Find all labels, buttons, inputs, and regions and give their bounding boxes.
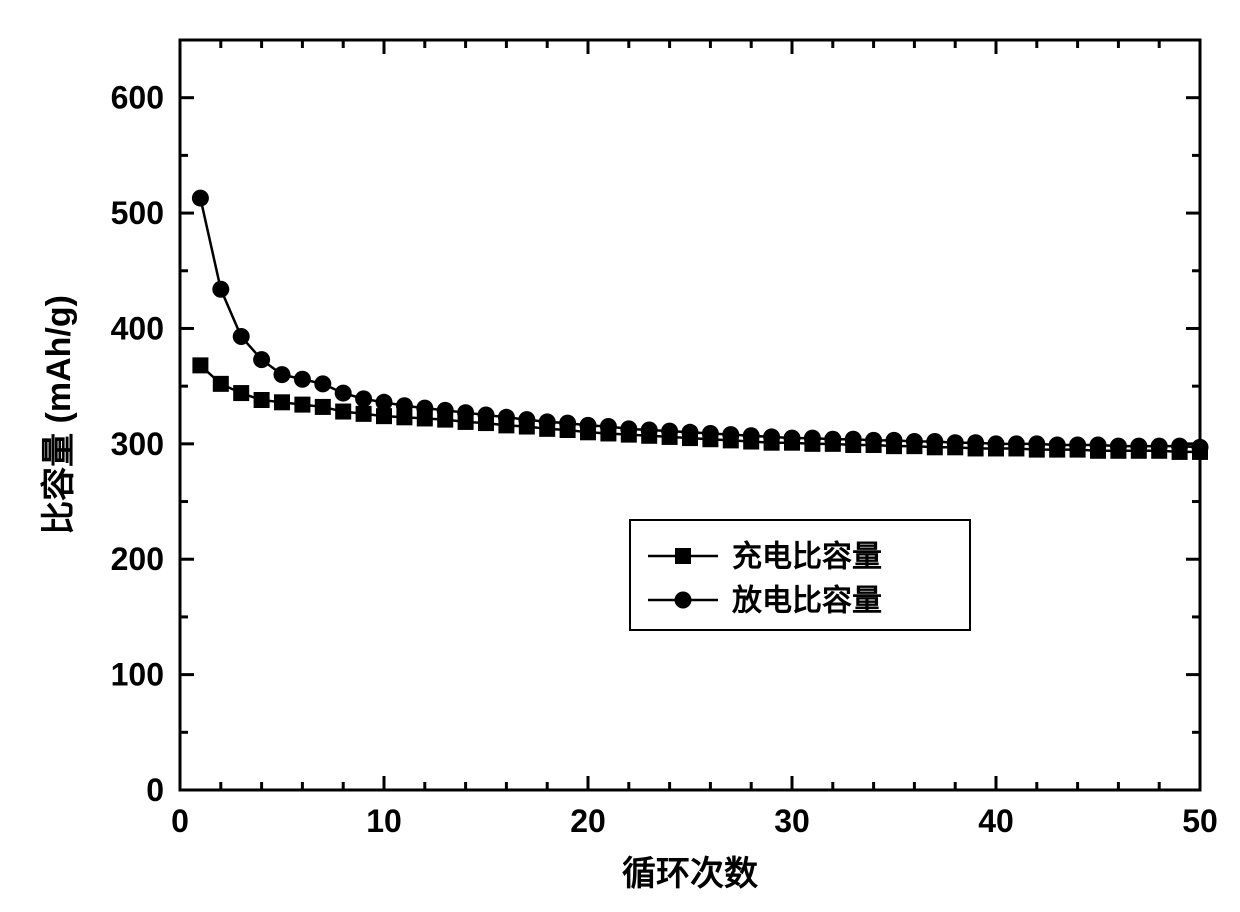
chart-svg: 0 10 20 30 40 50 循环次数 0 100 200 300 400 500 600 比容量 (m… [0,0,1240,912]
x-tick-label: 30 [774,803,810,839]
y-tick-label: 0 [146,772,164,808]
y-tick-label: 400 [111,310,164,346]
x-axis-label: 循环次数 [622,855,758,893]
y-tick-label: 200 [111,541,164,577]
x-tick-label: 0 [171,803,189,839]
x-tick-label: 40 [978,803,1014,839]
y-tick-label: 100 [111,657,164,693]
x-tick-label: 10 [366,803,402,839]
x-tick-label: 50 [1182,803,1218,839]
y-tick-label: 600 [111,80,164,116]
y-tick-label: 500 [111,195,164,231]
y-tick-label: 300 [111,426,164,462]
legend-label-1: 放电比容量 [731,585,882,618]
y-axis-label: 比容量 (mAh/g) [40,295,78,535]
capacity-cycle-chart: 0 10 20 30 40 50 循环次数 0 100 200 300 400 500 600 比容量 (m… [0,0,1240,912]
x-tick-label: 20 [570,803,606,839]
legend-label-0: 充电比容量 [732,541,882,574]
